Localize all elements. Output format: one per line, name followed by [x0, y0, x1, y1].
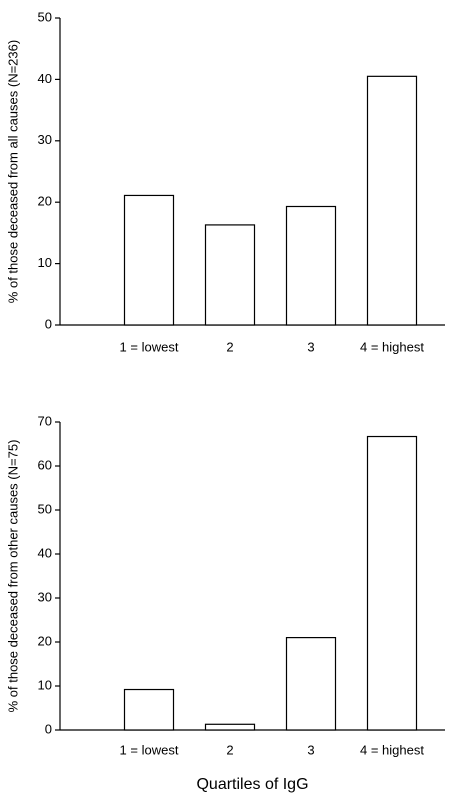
- x-axis-title: Quartiles of IgG: [196, 776, 308, 793]
- y-tick-label: 50: [38, 9, 52, 24]
- y-tick-label: 0: [45, 721, 52, 736]
- x-tick-label: 3: [307, 339, 314, 354]
- x-tick-label: 1 = lowest: [120, 742, 179, 757]
- bar: [366, 75, 418, 326]
- y-tick-label: 10: [38, 255, 52, 270]
- y-tick-label: 30: [38, 589, 52, 604]
- y-tick-label: 60: [38, 457, 52, 472]
- y-tick-label: 40: [38, 71, 52, 86]
- y-tick-label: 50: [38, 501, 52, 516]
- y-tick-label: 70: [38, 413, 52, 428]
- y-axis-title: % of those deceased from all causes (N=2…: [5, 40, 20, 303]
- bar: [123, 194, 175, 326]
- bar: [366, 435, 418, 731]
- y-axis-title: % of those deceased from other causes (N…: [5, 440, 20, 713]
- y-tick-label: 20: [38, 633, 52, 648]
- y-tick-label: 20: [38, 194, 52, 209]
- y-tick-label: 30: [38, 132, 52, 147]
- x-tick-label: 4 = highest: [360, 742, 424, 757]
- x-tick-label: 2: [226, 339, 233, 354]
- bar: [123, 688, 175, 731]
- x-tick-label: 4 = highest: [360, 339, 424, 354]
- bar: [285, 205, 337, 326]
- bar: [285, 636, 337, 731]
- y-tick-label: 10: [38, 677, 52, 692]
- bar: [204, 723, 256, 731]
- y-tick-label: 40: [38, 545, 52, 560]
- bar: [204, 224, 256, 326]
- x-tick-label: 1 = lowest: [120, 339, 179, 354]
- x-tick-label: 3: [307, 742, 314, 757]
- x-tick-label: 2: [226, 742, 233, 757]
- y-tick-label: 0: [45, 316, 52, 331]
